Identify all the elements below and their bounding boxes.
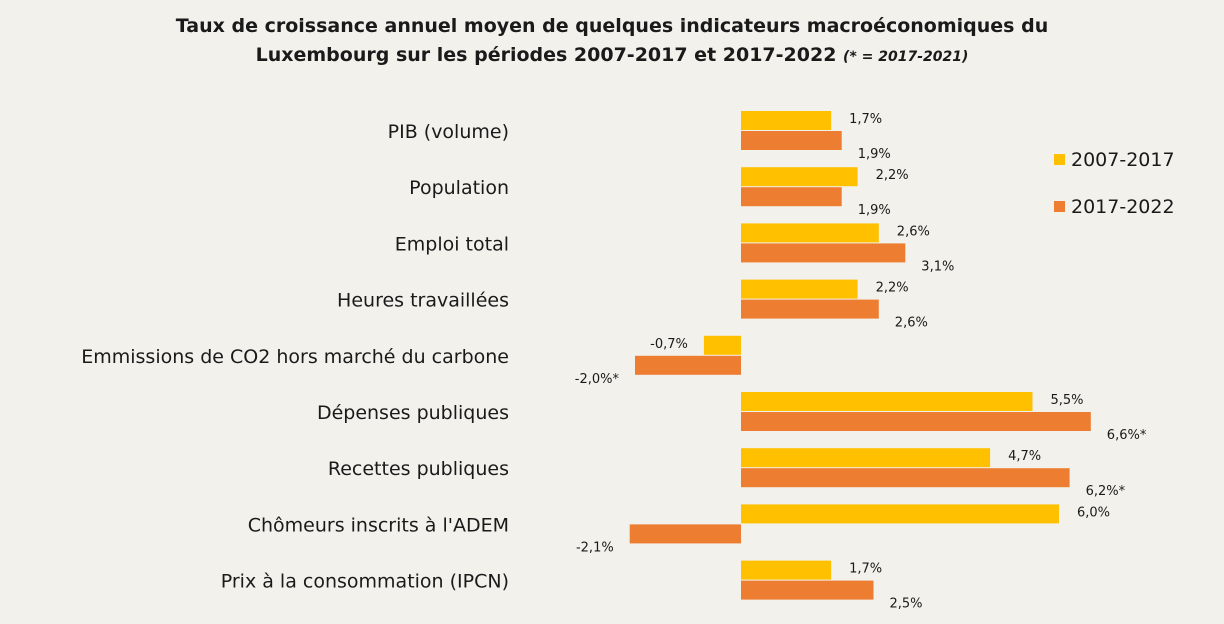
title-line-2: Luxembourg sur les périodes 2007-2017 et… xyxy=(255,44,837,66)
category-label: Dépenses publiques xyxy=(317,402,509,424)
data-label: 6,0% xyxy=(1077,505,1110,520)
data-label: 2,6% xyxy=(897,224,930,239)
data-label: 4,7% xyxy=(1008,449,1041,464)
bar-2007-2017 xyxy=(741,392,1033,411)
data-label: -2,1% xyxy=(576,540,614,555)
data-label: 1,7% xyxy=(849,562,882,577)
bar-2017-2022 xyxy=(741,243,906,263)
bar-2007-2017 xyxy=(741,448,991,468)
data-label: 1,9% xyxy=(858,147,891,162)
data-label: 1,9% xyxy=(858,203,891,218)
category-label: Heures travaillées xyxy=(337,290,509,312)
bar-2007-2017 xyxy=(703,335,741,355)
title-note: (* = 2017-2021) xyxy=(843,49,969,65)
bar-2007-2017 xyxy=(741,504,1059,524)
category-label: Emmissions de CO2 hors marché du carbone xyxy=(81,346,509,368)
legend-label: 2017-2022 xyxy=(1071,196,1175,218)
category-label: Recettes publiques xyxy=(328,458,509,480)
data-label: 2,2% xyxy=(876,168,909,183)
bar-2017-2022 xyxy=(635,355,741,375)
category-label: Emploi total xyxy=(395,233,509,255)
bar-2007-2017 xyxy=(741,167,858,187)
category-label: PIB (volume) xyxy=(388,121,509,143)
bar-2007-2017 xyxy=(741,560,832,580)
bar-2017-2022 xyxy=(741,580,874,600)
legend-swatch xyxy=(1054,154,1065,165)
data-label: 6,2%* xyxy=(1086,484,1126,499)
bar-2007-2017 xyxy=(741,279,858,299)
chart-title: Taux de croissance annuel moyen de quelq… xyxy=(0,12,1224,72)
category-label: Chômeurs inscrits à l'ADEM xyxy=(248,514,509,536)
bar-2017-2022 xyxy=(629,524,741,544)
bar-2017-2022 xyxy=(741,468,1070,488)
data-label: 1,7% xyxy=(849,112,882,127)
bar-2017-2022 xyxy=(741,412,1091,431)
data-label: 2,2% xyxy=(876,281,909,296)
title-line-1: Taux de croissance annuel moyen de quelq… xyxy=(175,15,1049,37)
category-label: Prix à la consommation (IPCN) xyxy=(221,571,509,593)
data-label: -2,0%* xyxy=(575,372,620,387)
bar-2017-2022 xyxy=(741,187,842,207)
bar-2007-2017 xyxy=(741,111,832,130)
data-label: 2,5% xyxy=(890,597,923,612)
data-label: 2,6% xyxy=(895,316,928,331)
legend-swatch xyxy=(1054,201,1065,212)
data-label: -0,7% xyxy=(650,337,688,352)
legend-label: 2007-2017 xyxy=(1071,149,1175,171)
data-label: 5,5% xyxy=(1051,393,1084,408)
bar-2007-2017 xyxy=(741,223,879,243)
bar-2017-2022 xyxy=(741,299,879,319)
data-label: 3,1% xyxy=(921,259,954,274)
category-label: Population xyxy=(409,177,509,199)
bar-2017-2022 xyxy=(741,131,842,150)
data-label: 6,6%* xyxy=(1107,428,1147,443)
